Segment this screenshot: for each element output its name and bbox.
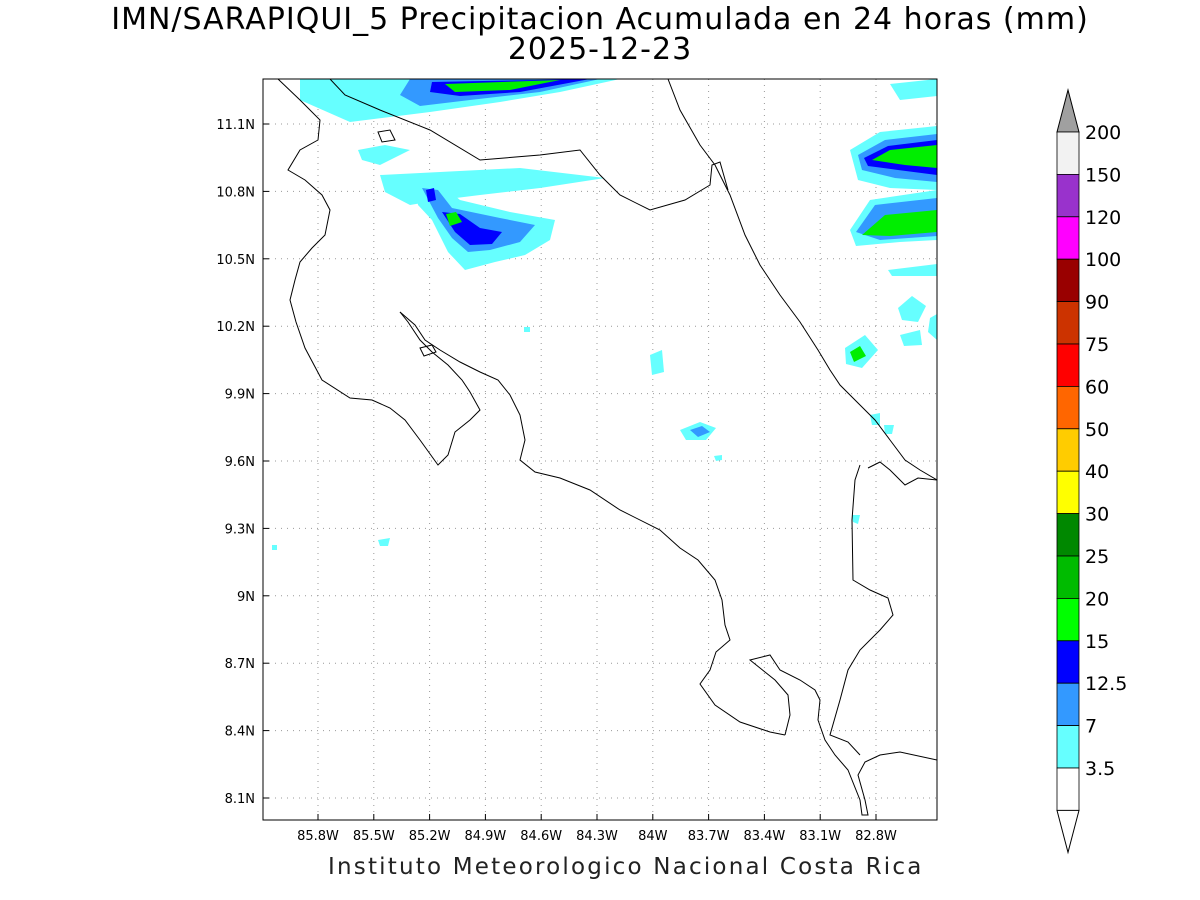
colorbar-label: 120 bbox=[1085, 207, 1121, 229]
colorbar-label: 100 bbox=[1085, 249, 1121, 271]
precip-3.5-i9 bbox=[272, 545, 277, 550]
map-frame bbox=[262, 78, 938, 821]
colorbar-swatch bbox=[1056, 216, 1080, 260]
coastline-osa bbox=[748, 654, 937, 816]
colorbar-label: 30 bbox=[1085, 504, 1109, 526]
colorbar-swatch bbox=[1056, 767, 1080, 811]
lon-tick-label: 85.5W bbox=[353, 829, 395, 844]
lat-tick-label: 9N bbox=[237, 590, 255, 605]
panama-border bbox=[829, 461, 937, 756]
lat-tick-label: 9.6N bbox=[225, 455, 255, 470]
lat-tick-label: 10.5N bbox=[216, 253, 255, 268]
precip-3.5-i7 bbox=[714, 455, 722, 461]
lon-tick-label: 84.6W bbox=[520, 829, 562, 844]
precip-3.5-blob bbox=[358, 145, 410, 165]
precip-15-ne bbox=[872, 145, 937, 168]
colorbar-swatch bbox=[1056, 173, 1080, 218]
precip-12.5-small bbox=[426, 188, 436, 202]
coastline-caribbean bbox=[667, 79, 937, 481]
lat-tick-label: 10.2N bbox=[216, 320, 255, 335]
precip-15-e3 bbox=[850, 346, 866, 362]
lat-tick-label: 8.4N bbox=[225, 725, 255, 740]
precip-15-cluster bbox=[446, 212, 462, 226]
colorbar-swatch bbox=[1056, 301, 1080, 345]
colorbar-label: 12.5 bbox=[1085, 673, 1127, 695]
institution-footer: Instituto Meteorologico Nacional Costa R… bbox=[328, 854, 924, 880]
lon-tick-label: 85.8W bbox=[297, 829, 339, 844]
colorbar-swatch bbox=[1056, 470, 1080, 515]
precip-3.5-i8 bbox=[524, 327, 530, 332]
coastlines bbox=[277, 79, 937, 816]
precip-3.5-i1 bbox=[650, 350, 664, 375]
lon-tick-label: 83.4W bbox=[743, 829, 785, 844]
precip-3.5-east bbox=[888, 264, 937, 276]
colorbar-label: 20 bbox=[1085, 588, 1109, 610]
lon-tick-label: 85.2W bbox=[409, 829, 451, 844]
colorbar-label: 3.5 bbox=[1085, 758, 1115, 780]
colorbar-swatch bbox=[1056, 598, 1080, 642]
precip-3.5-e2 bbox=[900, 330, 922, 346]
lon-tick-label: 83.1W bbox=[799, 829, 841, 844]
precip-3.5-i4 bbox=[870, 413, 880, 425]
precip-15-north bbox=[445, 80, 560, 92]
axis-ticks: 85.8W 85.5W 85.2W 84.9W 84.6W 84.3W 84W 83.7W 83… bbox=[216, 118, 897, 844]
lat-tick-label: 9.3N bbox=[225, 522, 255, 537]
colorbar-label: 60 bbox=[1085, 376, 1109, 398]
lat-tick-label: 10.8N bbox=[216, 185, 255, 200]
precip-7-i2 bbox=[690, 426, 710, 437]
colorbar-swatch bbox=[1056, 385, 1080, 430]
colorbar-swatch bbox=[1056, 555, 1080, 599]
map-grid bbox=[263, 79, 937, 820]
precip-3.5-e4 bbox=[928, 314, 937, 340]
lat-tick-label: 8.7N bbox=[225, 657, 255, 672]
coastline-gulf bbox=[399, 311, 786, 736]
lon-tick-label: 82.8W bbox=[855, 829, 897, 844]
colorbar-label: 75 bbox=[1085, 334, 1109, 356]
map-date: 2025-12-23 bbox=[507, 32, 693, 67]
colorbar-label: 40 bbox=[1085, 461, 1109, 483]
precip-3.5-coast bbox=[890, 79, 937, 100]
precip-3.5-i3 bbox=[378, 538, 390, 546]
lat-tick-label: 8.1N bbox=[225, 792, 255, 807]
lat-tick-label: 11.1N bbox=[216, 118, 255, 133]
colorbar-swatch bbox=[1056, 343, 1080, 387]
colorbar-swatch bbox=[1056, 131, 1080, 175]
lon-tick-label: 84.9W bbox=[464, 829, 506, 844]
precip-3.5-e1 bbox=[898, 296, 926, 322]
colorbar: 200 150 120 100 90 75 60 50 40 30 25 20 15 12.5 7 3.5 bbox=[1056, 88, 1127, 855]
colorbar-label: 15 bbox=[1085, 631, 1109, 653]
colorbar-swatch bbox=[1056, 258, 1080, 303]
precip-3.5-band bbox=[380, 168, 605, 205]
colorbar-swatch bbox=[1056, 640, 1080, 684]
lon-tick-label: 84.3W bbox=[576, 829, 618, 844]
precip-fields bbox=[272, 79, 937, 550]
lake-outline bbox=[419, 344, 437, 357]
precip-3.5-i5 bbox=[884, 425, 894, 434]
coastline-small bbox=[377, 129, 396, 143]
colorbar-label: 150 bbox=[1085, 164, 1121, 186]
lon-tick-label: 84W bbox=[638, 829, 668, 844]
precip-3.5-i6 bbox=[852, 515, 860, 524]
colorbar-swatch bbox=[1056, 725, 1080, 769]
lat-tick-label: 9.9N bbox=[225, 388, 255, 403]
lon-tick-label: 83.7W bbox=[688, 829, 730, 844]
colorbar-swatch bbox=[1056, 682, 1080, 727]
colorbar-label: 90 bbox=[1085, 292, 1109, 314]
colorbar-swatch bbox=[1056, 513, 1080, 557]
coastline-pacific-north bbox=[277, 79, 481, 466]
colorbar-label: 50 bbox=[1085, 419, 1109, 441]
colorbar-label: 200 bbox=[1085, 122, 1121, 144]
colorbar-top-triangle bbox=[1056, 88, 1080, 133]
colorbar-label: 7 bbox=[1085, 716, 1097, 738]
colorbar-label: 25 bbox=[1085, 546, 1109, 568]
precip-15-ne2 bbox=[862, 210, 937, 236]
precip-7-cluster bbox=[422, 188, 535, 252]
colorbar-bottom-triangle bbox=[1056, 809, 1080, 855]
colorbar-swatch bbox=[1056, 428, 1080, 472]
nicaragua-border bbox=[329, 79, 729, 211]
map-title: IMN/SARAPIQUI_5 Precipitacion Acumulada … bbox=[111, 2, 1089, 37]
